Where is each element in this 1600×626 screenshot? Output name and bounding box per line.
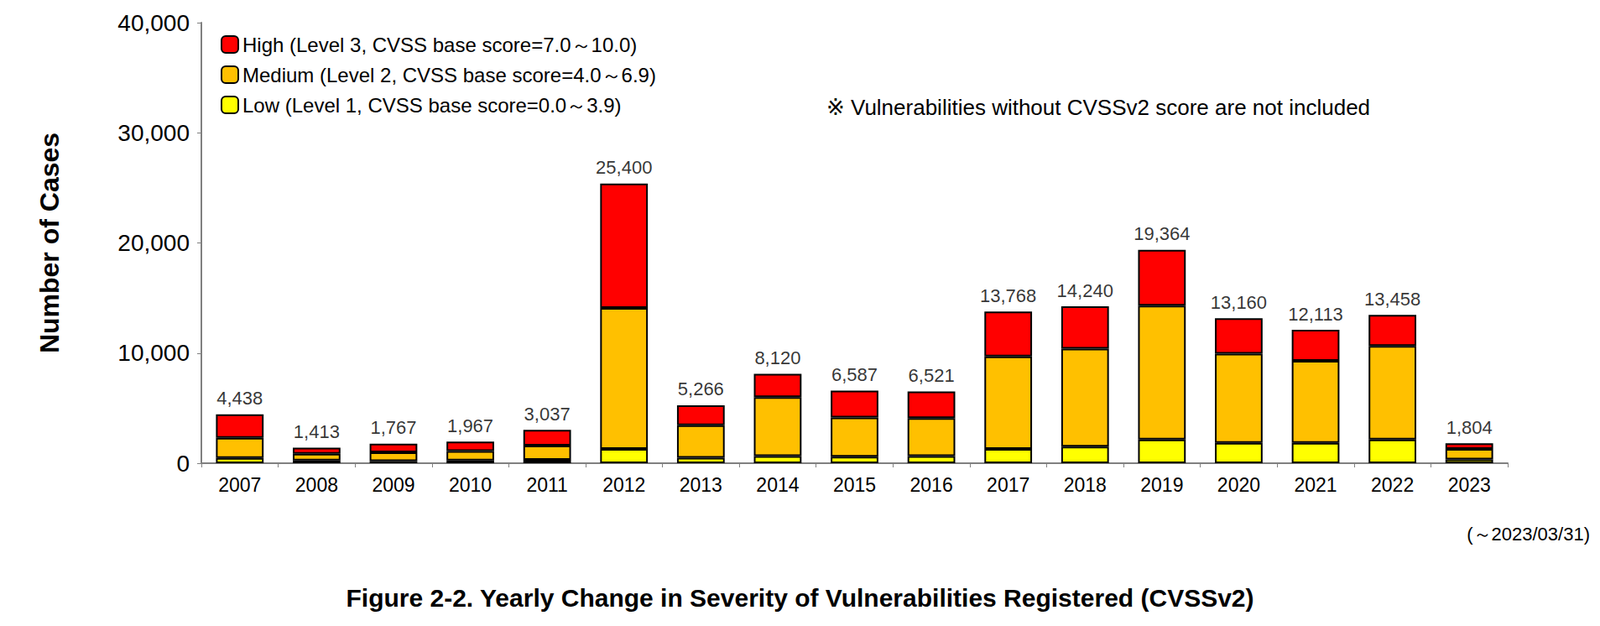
svg-text:13,768: 13,768 bbox=[979, 285, 1037, 307]
svg-text:2018: 2018 bbox=[1063, 474, 1107, 496]
svg-text:Medium (Level 2, CVSS base sco: Medium (Level 2, CVSS base score=4.0～6.9… bbox=[242, 63, 657, 87]
svg-text:12,113: 12,113 bbox=[1287, 303, 1344, 325]
svg-text:14,240: 14,240 bbox=[1057, 280, 1114, 302]
svg-text:0: 0 bbox=[176, 450, 190, 477]
svg-text:2009: 2009 bbox=[371, 474, 415, 496]
svg-text:3,037: 3,037 bbox=[524, 403, 571, 425]
svg-text:High (Level 3, CVSS base score: High (Level 3, CVSS base score=7.0～10.0) bbox=[242, 33, 637, 57]
svg-text:5,266: 5,266 bbox=[677, 378, 725, 400]
svg-text:40,000: 40,000 bbox=[117, 10, 190, 37]
svg-text:(～2023/03/31): (～2023/03/31) bbox=[1466, 523, 1590, 545]
svg-text:2022: 2022 bbox=[1370, 474, 1414, 496]
svg-text:8,120: 8,120 bbox=[754, 347, 801, 369]
svg-text:6,587: 6,587 bbox=[831, 364, 878, 386]
svg-text:※ Vulnerabilities without CVSS: ※ Vulnerabilities without CVSSv2 score a… bbox=[826, 94, 1371, 120]
svg-text:2013: 2013 bbox=[679, 474, 723, 496]
svg-text:2010: 2010 bbox=[448, 474, 492, 496]
svg-text:Figure 2-2. Yearly Change in S: Figure 2-2. Yearly Change in Severity of… bbox=[345, 583, 1254, 612]
svg-text:2007: 2007 bbox=[218, 474, 261, 496]
svg-text:6,521: 6,521 bbox=[908, 364, 955, 386]
svg-text:1,804: 1,804 bbox=[1446, 416, 1493, 438]
svg-text:30,000: 30,000 bbox=[117, 119, 190, 146]
svg-text:2020: 2020 bbox=[1217, 474, 1261, 496]
svg-text:1,767: 1,767 bbox=[370, 416, 417, 438]
svg-text:2015: 2015 bbox=[833, 474, 876, 496]
svg-text:19,364: 19,364 bbox=[1133, 223, 1190, 245]
svg-text:4,438: 4,438 bbox=[216, 387, 263, 409]
svg-text:2014: 2014 bbox=[755, 474, 799, 496]
svg-text:2016: 2016 bbox=[910, 474, 954, 496]
svg-text:2021: 2021 bbox=[1293, 474, 1337, 496]
svg-text:1,413: 1,413 bbox=[293, 421, 340, 443]
svg-text:1,967: 1,967 bbox=[447, 415, 494, 437]
svg-text:Number of Cases: Number of Cases bbox=[34, 132, 65, 354]
svg-text:13,160: 13,160 bbox=[1210, 291, 1267, 313]
svg-text:2011: 2011 bbox=[526, 474, 568, 496]
svg-text:20,000: 20,000 bbox=[117, 229, 190, 256]
svg-text:Low (Level 1, CVSS base score=: Low (Level 1, CVSS base score=0.0～3.9) bbox=[242, 93, 622, 117]
svg-text:13,458: 13,458 bbox=[1364, 288, 1421, 310]
svg-text:2017: 2017 bbox=[986, 474, 1030, 496]
svg-text:2023: 2023 bbox=[1448, 474, 1491, 496]
svg-text:2008: 2008 bbox=[295, 474, 339, 496]
svg-text:10,000: 10,000 bbox=[117, 339, 190, 366]
svg-text:2012: 2012 bbox=[602, 474, 646, 496]
svg-text:2019: 2019 bbox=[1140, 474, 1184, 496]
svg-text:25,400: 25,400 bbox=[595, 156, 652, 178]
